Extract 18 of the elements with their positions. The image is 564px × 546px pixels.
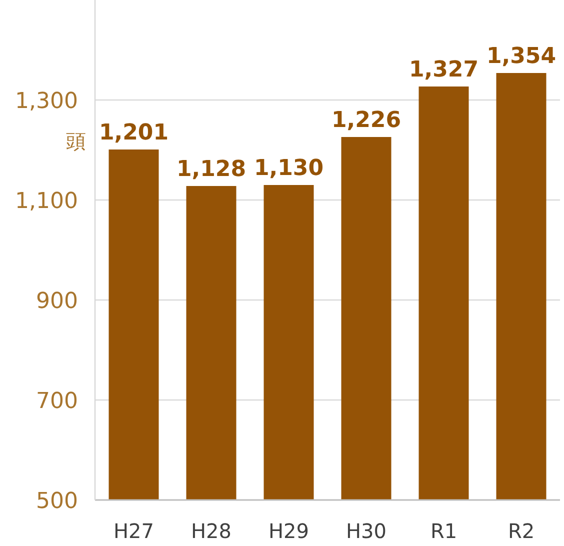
data-label: 1,130 bbox=[254, 156, 324, 181]
y-axis-title: 頭 bbox=[66, 129, 86, 153]
data-label: 1,226 bbox=[331, 108, 402, 133]
x-tick-label: R2 bbox=[508, 519, 535, 543]
y-tick-label: 1,300 bbox=[15, 89, 78, 114]
y-tick-label: 500 bbox=[36, 489, 78, 514]
y-tick-label: 900 bbox=[36, 289, 78, 314]
y-tick-label: 1,100 bbox=[15, 189, 78, 214]
data-label: 1,327 bbox=[408, 58, 479, 82]
x-tick-label: R1 bbox=[430, 519, 458, 543]
y-tick-label: 700 bbox=[36, 389, 78, 414]
x-tick-label: H27 bbox=[114, 519, 154, 543]
data-label: 1,201 bbox=[98, 120, 169, 146]
x-tick-label: H30 bbox=[346, 519, 386, 543]
data-label: 1,128 bbox=[176, 157, 246, 182]
x-tick-label: H28 bbox=[191, 519, 232, 543]
data-label: 1,354 bbox=[486, 44, 556, 69]
x-tick-label: H29 bbox=[268, 519, 309, 543]
